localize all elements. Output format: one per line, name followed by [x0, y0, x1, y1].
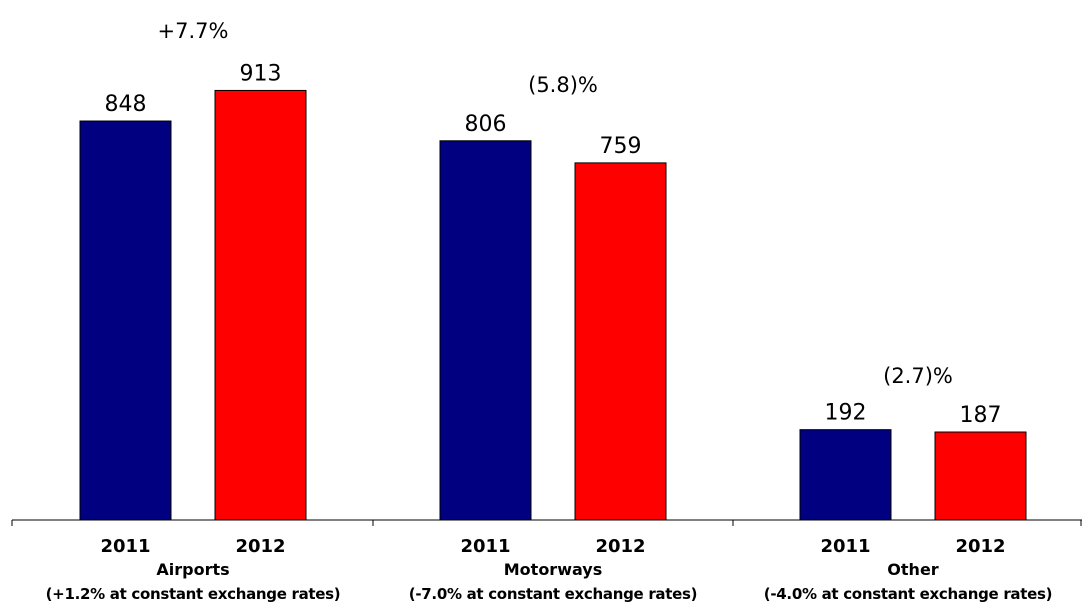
- year-label-motorways-2011: 2011: [460, 536, 510, 557]
- data-label-airports-2011: 848: [105, 92, 147, 117]
- year-label-motorways-2012: 2012: [595, 536, 645, 557]
- data-label-other-2012: 187: [960, 403, 1002, 428]
- bar-other-2012: [934, 431, 1027, 521]
- category-label-motorways: Motorways: [504, 560, 602, 579]
- bar-other-2011: [799, 429, 892, 521]
- bar-motorways-2012: [574, 162, 667, 521]
- change-annotation-other: (2.7)%: [883, 364, 953, 388]
- data-label-other-2011: 192: [825, 401, 867, 426]
- category-subtitle-airports: (+1.2% at constant exchange rates): [46, 585, 341, 603]
- category-label-airports: Airports: [156, 560, 229, 579]
- year-label-other-2012: 2012: [955, 536, 1005, 557]
- year-label-other-2011: 2011: [820, 536, 870, 557]
- data-label-motorways-2012: 759: [600, 134, 642, 159]
- year-label-airports-2012: 2012: [235, 536, 285, 557]
- category-label-other: Other: [887, 560, 938, 579]
- data-label-airports-2012: 913: [240, 61, 282, 86]
- category-subtitle-motorways: (-7.0% at constant exchange rates): [409, 585, 697, 603]
- bar-motorways-2011: [439, 140, 532, 521]
- bar-airports-2012: [214, 89, 307, 521]
- bars-layer: [79, 89, 1027, 521]
- change-annotation-airports: +7.7%: [158, 19, 229, 43]
- labels-layer: 848 2011 913 2012 +7.7% Airports (+1.2% at con…: [46, 19, 1053, 603]
- bar-airports-2011: [79, 120, 172, 521]
- x-axis: [11, 519, 1082, 526]
- change-annotation-motorways: (5.8)%: [528, 73, 598, 97]
- year-label-airports-2011: 2011: [100, 536, 150, 557]
- category-subtitle-other: (-4.0% at constant exchange rates): [764, 585, 1052, 603]
- data-label-motorways-2011: 806: [465, 112, 507, 137]
